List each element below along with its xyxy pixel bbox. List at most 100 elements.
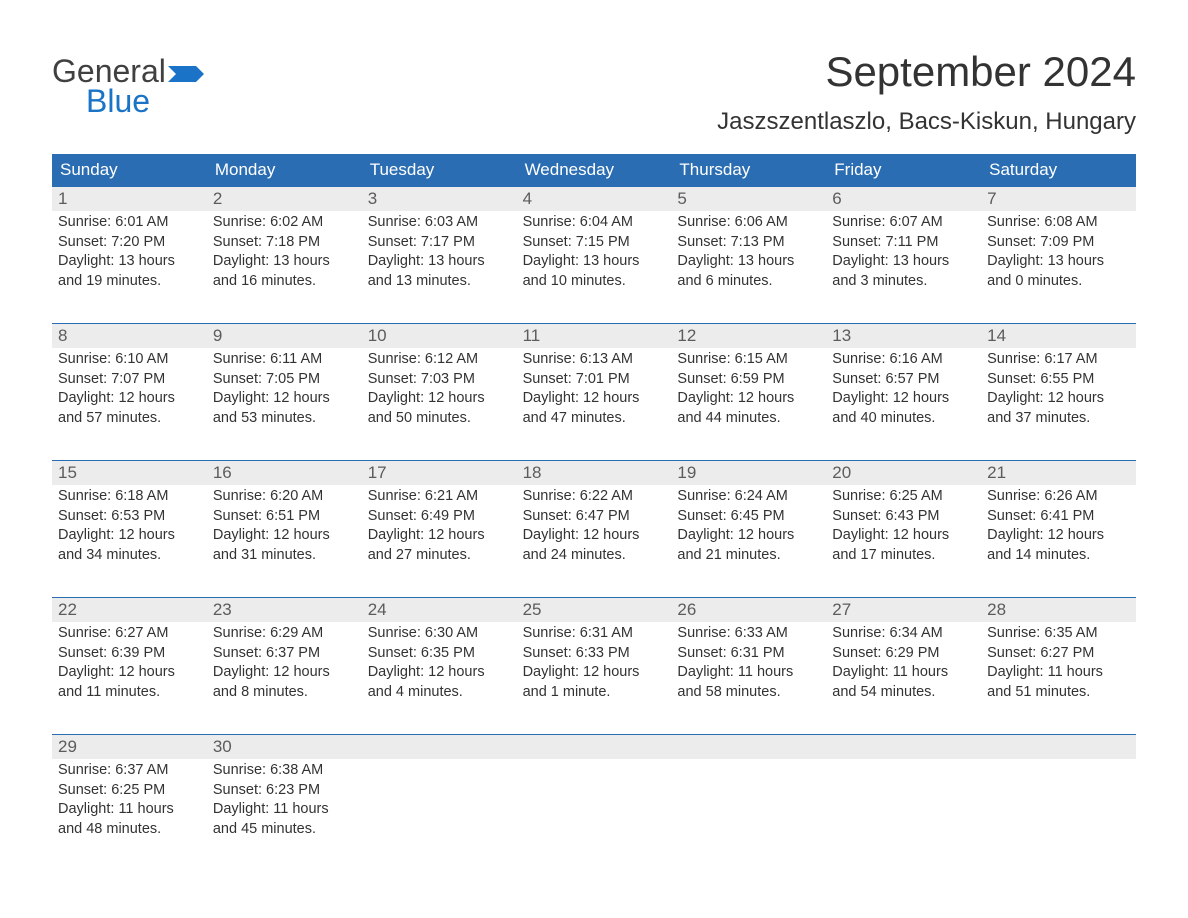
sunrise-text: Sunrise: 6:24 AM — [677, 487, 820, 507]
sunset-text: Sunset: 7:15 PM — [523, 233, 666, 253]
day-number-strip: 2 — [207, 187, 362, 211]
day-body: Sunrise: 6:04 AMSunset: 7:15 PMDaylight:… — [517, 211, 672, 295]
daylight-text: Daylight: 12 hours and 17 minutes. — [832, 526, 975, 565]
sunset-text: Sunset: 6:51 PM — [213, 507, 356, 527]
dow-monday: Monday — [207, 154, 362, 186]
day-number: 29 — [58, 737, 77, 756]
day-body: Sunrise: 6:17 AMSunset: 6:55 PMDaylight:… — [981, 348, 1136, 432]
day-cell: 30 Sunrise: 6:38 AMSunset: 6:23 PMDayligh… — [207, 735, 362, 855]
sunset-text: Sunset: 6:33 PM — [523, 644, 666, 664]
day-number-strip: 13 — [826, 324, 981, 348]
daylight-text: Daylight: 13 hours and 10 minutes. — [523, 252, 666, 291]
day-body: Sunrise: 6:38 AMSunset: 6:23 PMDaylight:… — [207, 759, 362, 843]
day-body: Sunrise: 6:27 AMSunset: 6:39 PMDaylight:… — [52, 622, 207, 706]
day-cell: 18 Sunrise: 6:22 AMSunset: 6:47 PMDayligh… — [517, 461, 672, 581]
week-row: 22Sunrise: 6:27 AMSunset: 6:39 PMDayligh… — [52, 597, 1136, 718]
day-cell: 10Sunrise: 6:12 AMSunset: 7:03 PMDayligh… — [362, 324, 517, 444]
day-number: 26 — [677, 600, 696, 619]
dow-wednesday: Wednesday — [517, 154, 672, 186]
weeks-container: 1Sunrise: 6:01 AMSunset: 7:20 PMDaylight… — [52, 186, 1136, 855]
day-number: 11 — [523, 326, 541, 345]
day-cell: 17Sunrise: 6:21 AMSunset: 6:49 PMDayligh… — [362, 461, 517, 581]
sunset-text: Sunset: 6:29 PM — [832, 644, 975, 664]
day-number-strip: 20 — [826, 461, 981, 485]
day-number: 23 — [213, 600, 232, 619]
logo-flag-icon — [168, 62, 208, 84]
logo-text-2: Blue — [86, 86, 208, 116]
day-number: 30 — [213, 737, 232, 756]
sunrise-text: Sunrise: 6:07 AM — [832, 213, 975, 233]
day-number: 21 — [987, 463, 1006, 482]
day-cell — [671, 735, 826, 855]
daylight-text: Daylight: 11 hours and 45 minutes. — [213, 800, 356, 839]
day-number: 25 — [523, 600, 542, 619]
day-cell: 29 Sunrise: 6:37 AMSunset: 6:25 PMDayligh… — [52, 735, 207, 855]
sunrise-text: Sunrise: 6:02 AM — [213, 213, 356, 233]
day-number-strip: 30 — [207, 735, 362, 759]
day-number: 20 — [832, 463, 851, 482]
day-body: Sunrise: 6:15 AMSunset: 6:59 PMDaylight:… — [671, 348, 826, 432]
day-cell: 13Sunrise: 6:16 AMSunset: 6:57 PMDayligh… — [826, 324, 981, 444]
header: General Blue September 2024 Jaszszentlas… — [52, 48, 1136, 136]
day-cell: 27Sunrise: 6:34 AMSunset: 6:29 PMDayligh… — [826, 598, 981, 718]
day-number: 9 — [213, 326, 222, 345]
daylight-text: Daylight: 12 hours and 14 minutes. — [987, 526, 1130, 565]
day-body: Sunrise: 6:30 AMSunset: 6:35 PMDaylight:… — [362, 622, 517, 706]
daylight-text: Daylight: 12 hours and 11 minutes. — [58, 663, 201, 702]
day-cell — [362, 735, 517, 855]
week-row: 29Sunrise: 6:37 AMSunset: 6:25 PMDayligh… — [52, 734, 1136, 855]
empty-day-strip — [826, 735, 981, 759]
sunset-text: Sunset: 7:17 PM — [368, 233, 511, 253]
day-number-strip: 5 — [671, 187, 826, 211]
day-body: Sunrise: 6:22 AMSunset: 6:47 PMDaylight:… — [517, 485, 672, 569]
daylight-text: Daylight: 12 hours and 34 minutes. — [58, 526, 201, 565]
sunset-text: Sunset: 6:55 PM — [987, 370, 1130, 390]
sunset-text: Sunset: 6:43 PM — [832, 507, 975, 527]
sunrise-text: Sunrise: 6:35 AM — [987, 624, 1130, 644]
day-cell: 4Sunrise: 6:04 AMSunset: 7:15 PMDaylight… — [517, 187, 672, 307]
day-number: 14 — [987, 326, 1006, 345]
day-body: Sunrise: 6:02 AMSunset: 7:18 PMDaylight:… — [207, 211, 362, 295]
week-row: 8Sunrise: 6:10 AMSunset: 7:07 PMDaylight… — [52, 323, 1136, 444]
sunrise-text: Sunrise: 6:33 AM — [677, 624, 820, 644]
day-body: Sunrise: 6:08 AMSunset: 7:09 PMDaylight:… — [981, 211, 1136, 295]
day-number-strip: 9 — [207, 324, 362, 348]
daylight-text: Daylight: 12 hours and 4 minutes. — [368, 663, 511, 702]
sunrise-text: Sunrise: 6:37 AM — [58, 761, 201, 781]
day-cell — [981, 735, 1136, 855]
day-number-strip: 25 — [517, 598, 672, 622]
daylight-text: Daylight: 12 hours and 50 minutes. — [368, 389, 511, 428]
sunset-text: Sunset: 6:53 PM — [58, 507, 201, 527]
day-cell: 7 Sunrise: 6:08 AMSunset: 7:09 PMDaylight… — [981, 187, 1136, 307]
day-body: Sunrise: 6:18 AMSunset: 6:53 PMDaylight:… — [52, 485, 207, 569]
day-number: 18 — [523, 463, 542, 482]
sunset-text: Sunset: 7:20 PM — [58, 233, 201, 253]
day-number: 1 — [58, 189, 67, 208]
day-number-strip: 23 — [207, 598, 362, 622]
sunrise-text: Sunrise: 6:15 AM — [677, 350, 820, 370]
daylight-text: Daylight: 11 hours and 48 minutes. — [58, 800, 201, 839]
day-number: 12 — [677, 326, 696, 345]
empty-day-strip — [981, 735, 1136, 759]
sunset-text: Sunset: 6:37 PM — [213, 644, 356, 664]
day-number-strip: 17 — [362, 461, 517, 485]
daylight-text: Daylight: 12 hours and 31 minutes. — [213, 526, 356, 565]
sunset-text: Sunset: 6:45 PM — [677, 507, 820, 527]
sunset-text: Sunset: 6:25 PM — [58, 781, 201, 801]
day-cell: 5Sunrise: 6:06 AMSunset: 7:13 PMDaylight… — [671, 187, 826, 307]
sunset-text: Sunset: 6:57 PM — [832, 370, 975, 390]
day-number-strip: 16 — [207, 461, 362, 485]
day-number: 13 — [832, 326, 851, 345]
week-row: 1Sunrise: 6:01 AMSunset: 7:20 PMDaylight… — [52, 186, 1136, 307]
day-body: Sunrise: 6:31 AMSunset: 6:33 PMDaylight:… — [517, 622, 672, 706]
day-body: Sunrise: 6:24 AMSunset: 6:45 PMDaylight:… — [671, 485, 826, 569]
dow-thursday: Thursday — [671, 154, 826, 186]
day-number: 7 — [987, 189, 996, 208]
sunset-text: Sunset: 7:07 PM — [58, 370, 201, 390]
day-body: Sunrise: 6:03 AMSunset: 7:17 PMDaylight:… — [362, 211, 517, 295]
daylight-text: Daylight: 12 hours and 1 minute. — [523, 663, 666, 702]
month-title: September 2024 — [717, 48, 1136, 96]
location-text: Jaszszentlaszlo, Bacs-Kiskun, Hungary — [717, 108, 1136, 136]
sunrise-text: Sunrise: 6:29 AM — [213, 624, 356, 644]
sunrise-text: Sunrise: 6:21 AM — [368, 487, 511, 507]
